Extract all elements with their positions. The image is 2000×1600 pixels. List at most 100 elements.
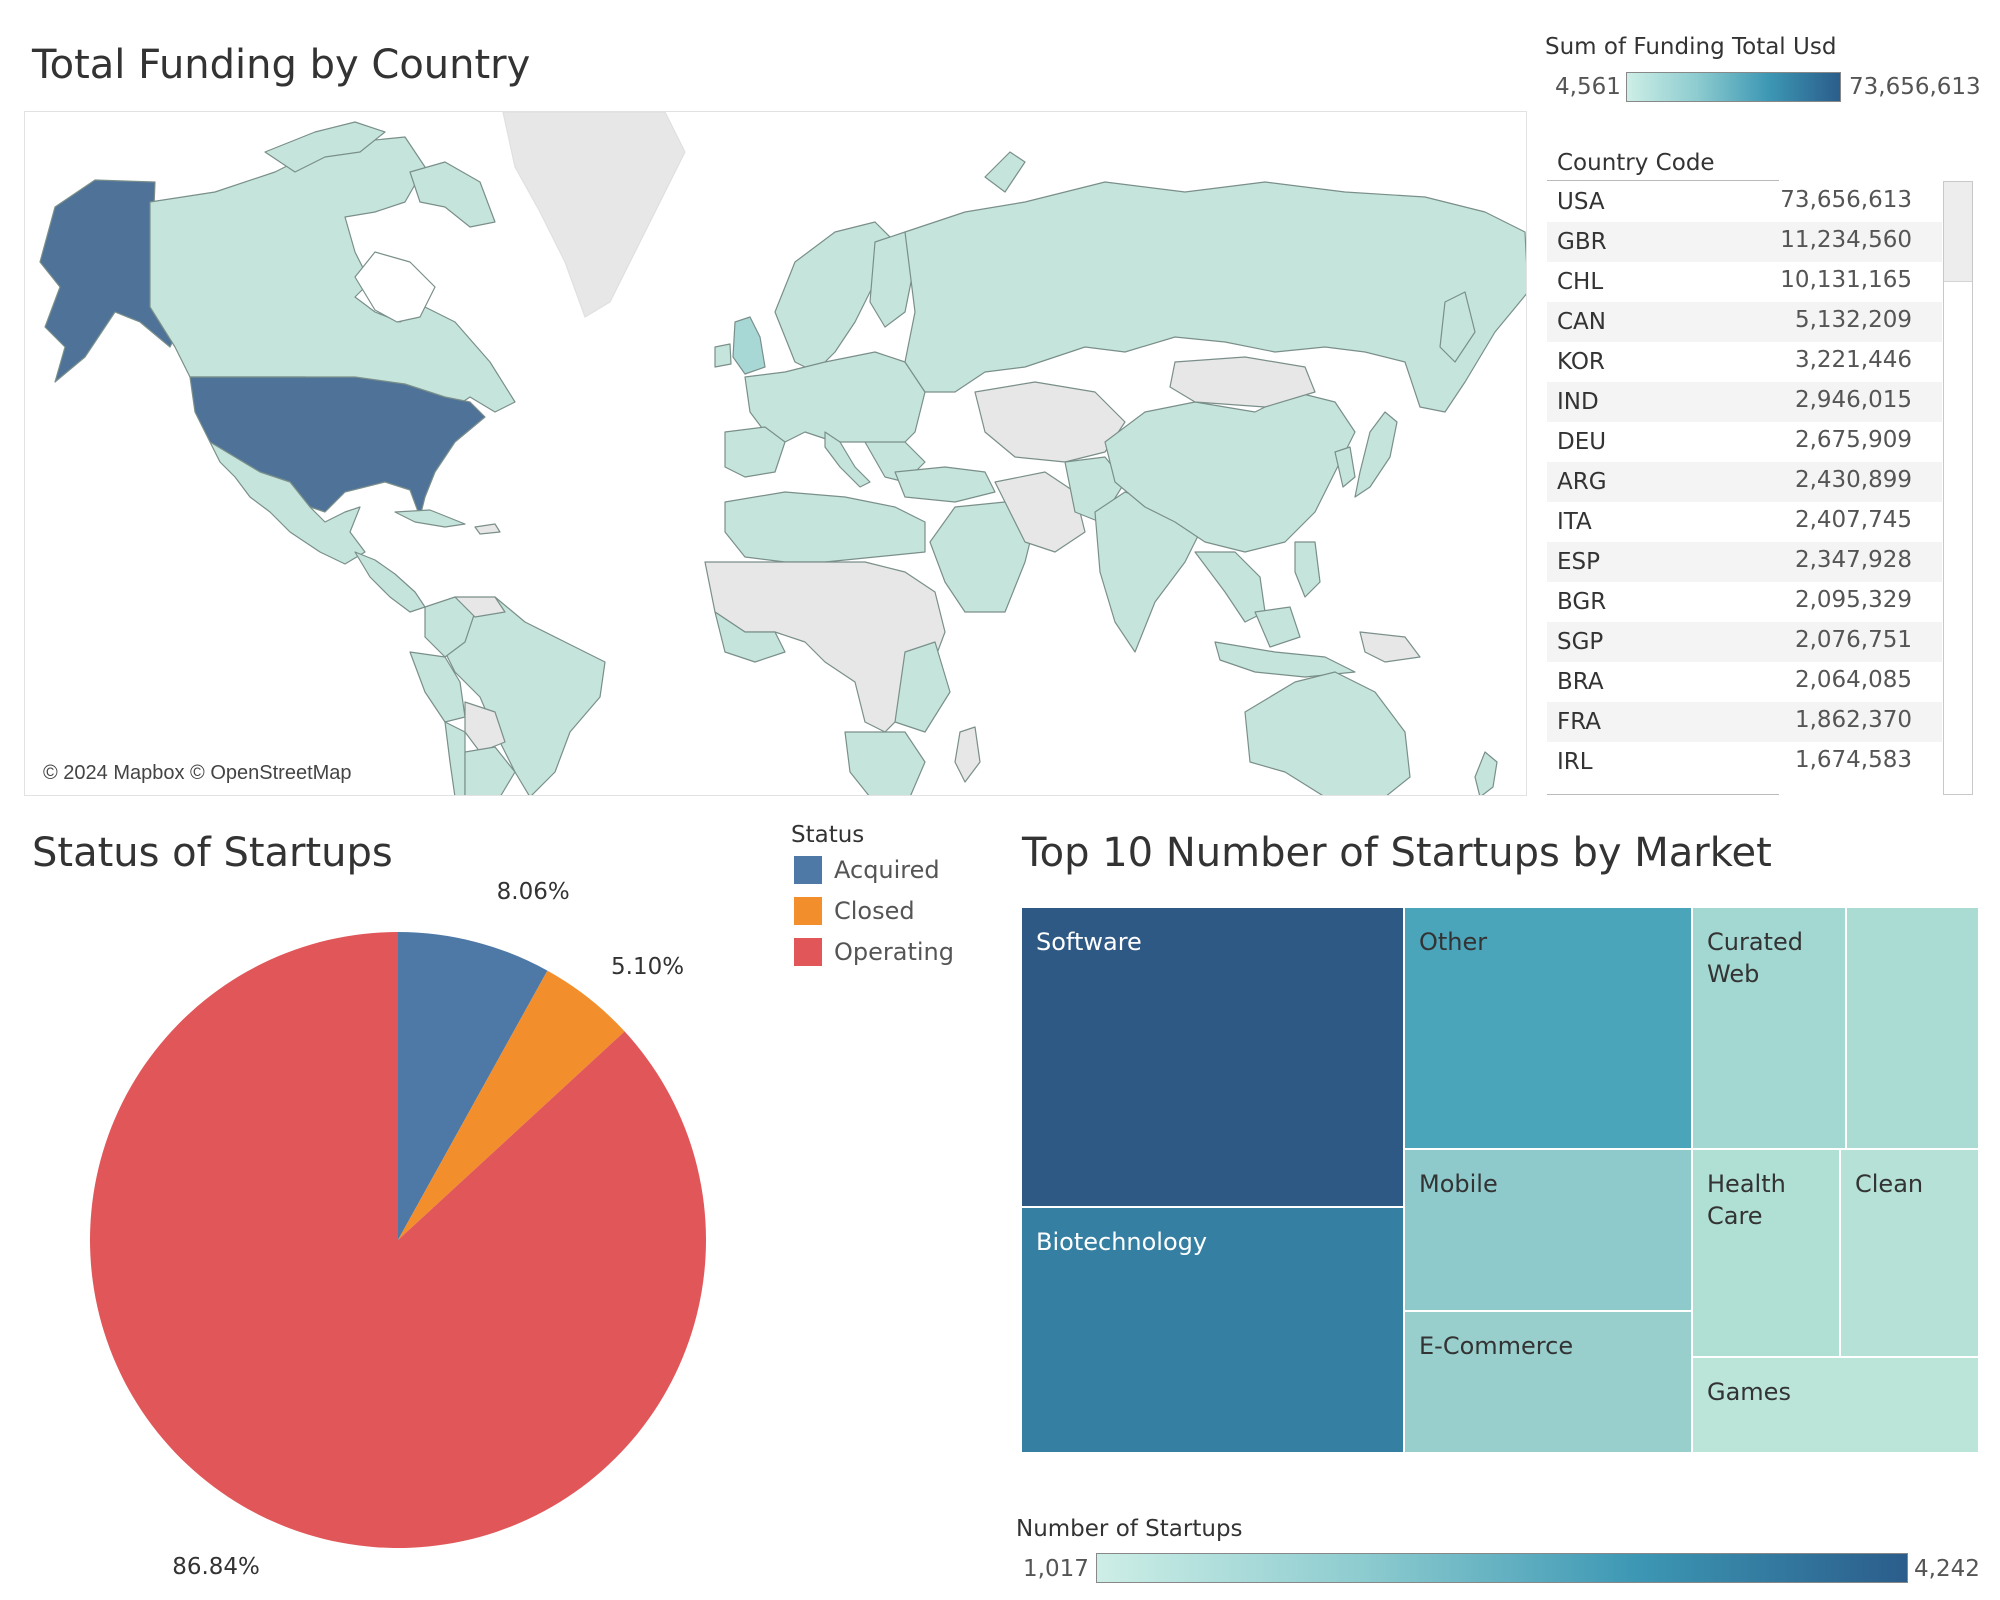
treemap-tile-e-commerce[interactable]: E-Commerce	[1405, 1312, 1693, 1454]
funding-value-cell: 11,234,560	[1780, 227, 1912, 253]
pie-label-closed: 5.10%	[611, 954, 685, 981]
table-row[interactable]: GBR 11,234,560	[1547, 222, 1942, 262]
pie-slice-closed[interactable]	[398, 970, 625, 1240]
country-usa	[189, 376, 486, 518]
funding-value-cell: 1,862,370	[1794, 707, 1912, 733]
table-row[interactable]: KOR 3,221,446	[1547, 342, 1942, 382]
table-row[interactable]: ITA 2,407,745	[1547, 502, 1942, 542]
table-row[interactable]: BRA 2,064,085	[1547, 662, 1942, 702]
country-code-header[interactable]: Country Code	[1557, 150, 1715, 176]
startups-legend-gradient	[1096, 1553, 1908, 1583]
country-iran	[994, 471, 1086, 553]
treemap-title: Top 10 Number of Startups by Market	[1022, 830, 1772, 876]
treemap-tile-label: Health Care	[1707, 1170, 1786, 1230]
treemap-tile-label: Games	[1707, 1378, 1791, 1406]
startups-legend-max: 4,242	[1914, 1556, 1980, 1582]
funding-legend-max: 73,656,613	[1849, 74, 1981, 100]
country-caribbean	[474, 523, 501, 535]
country-central-america	[354, 551, 426, 613]
funding-value-cell: 2,430,899	[1794, 467, 1912, 493]
country-novaya-zemlya	[984, 151, 1026, 193]
market-treemap[interactable]: Software Biotechnology Other Mobile E-Commer…	[1022, 908, 1980, 1454]
country-code-cell: CAN	[1557, 309, 1606, 335]
country-argentina	[464, 746, 516, 795]
table-row[interactable]: DEU 2,675,909	[1547, 422, 1942, 462]
country-code-cell: GBR	[1557, 229, 1607, 255]
startups-legend-title: Number of Startups	[1016, 1516, 1243, 1542]
funding-value-cell: 10,131,165	[1780, 267, 1912, 293]
world-map[interactable]: © 2024 Mapbox © OpenStreetMap	[24, 111, 1527, 796]
country-turkey	[894, 466, 996, 503]
treemap-tile-other[interactable]: Other	[1405, 908, 1693, 1150]
funding-value-cell: 5,132,209	[1794, 307, 1912, 333]
funding-legend-title: Sum of Funding Total Usd	[1545, 34, 1837, 60]
table-row[interactable]: USA 73,656,613	[1547, 182, 1942, 222]
status-legend-swatch	[794, 897, 822, 925]
treemap-tile-curated-web[interactable]: Curated Web	[1693, 908, 1847, 1150]
country-code-cell: USA	[1557, 189, 1605, 215]
map-attribution[interactable]: © 2024 Mapbox © OpenStreetMap	[39, 760, 356, 787]
pie-label-acquired: 8.06%	[496, 878, 570, 905]
treemap-tile-label: Clean	[1855, 1170, 1924, 1198]
funding-value-cell: 2,076,751	[1794, 627, 1912, 653]
treemap-tile-games[interactable]: Games	[1693, 1358, 1980, 1454]
funding-value-cell: 3,221,446	[1794, 347, 1912, 373]
country-brazil	[439, 596, 606, 795]
country-china	[1104, 391, 1356, 553]
funding-value-cell: 73,656,613	[1780, 187, 1912, 213]
table-header-divider	[1547, 180, 1779, 181]
country-code-cell: ITA	[1557, 509, 1592, 535]
country-madagascar	[954, 726, 981, 783]
table-row[interactable]: IRL 1,674,583	[1547, 742, 1942, 782]
country-southeast-asia	[1194, 551, 1266, 623]
country-code-cell: BRA	[1557, 669, 1604, 695]
table-row[interactable]: SGP 2,076,751	[1547, 622, 1942, 662]
country-code-cell: DEU	[1557, 429, 1607, 455]
country-greenland	[502, 112, 686, 318]
treemap-tile-biotechnology[interactable]: Biotechnology	[1022, 1208, 1405, 1454]
table-row[interactable]: ESP 2,347,928	[1547, 542, 1942, 582]
treemap-tile-label: Mobile	[1419, 1170, 1498, 1198]
table-scrollbar-thumb[interactable]	[1944, 182, 1972, 282]
country-code-cell: ESP	[1557, 549, 1601, 575]
table-row[interactable]: CHL 10,131,165	[1547, 262, 1942, 302]
country-borneo	[1254, 606, 1301, 648]
map-canvas[interactable]	[25, 112, 1527, 796]
country-italy	[824, 431, 871, 488]
funding-value-cell: 2,675,909	[1794, 427, 1912, 453]
country-mexico	[209, 441, 366, 565]
funding-value-cell: 2,064,085	[1794, 667, 1912, 693]
table-row[interactable]: IND 2,946,015	[1547, 382, 1942, 422]
table-scrollbar[interactable]	[1943, 181, 1973, 795]
treemap-tile-health-care[interactable]: Health Care	[1693, 1150, 1841, 1358]
country-chile	[444, 721, 466, 795]
country-new-zealand	[1474, 751, 1498, 795]
pie-slice-operating[interactable]	[89, 932, 706, 1548]
country-gbr	[732, 316, 766, 375]
status-legend-label: Operating	[834, 938, 954, 966]
country-africa-west	[714, 611, 786, 663]
country-southern-africa	[844, 731, 926, 795]
country-code-cell: BGR	[1557, 589, 1607, 615]
status-title: Status of Startups	[32, 830, 393, 876]
table-bottom-divider	[1547, 794, 1779, 795]
country-code-cell: IND	[1557, 389, 1599, 415]
treemap-tile-software[interactable]: Software	[1022, 908, 1405, 1208]
country-canada-baffin	[409, 161, 496, 228]
table-row[interactable]: BGR 2,095,329	[1547, 582, 1942, 622]
treemap-tile-unlabeled[interactable]	[1847, 908, 1980, 1150]
table-row[interactable]: FRA 1,862,370	[1547, 702, 1942, 742]
table-row[interactable]: ARG 2,430,899	[1547, 462, 1942, 502]
funding-value-cell: 2,407,745	[1794, 507, 1912, 533]
funding-legend-gradient	[1626, 72, 1841, 102]
treemap-tile-mobile[interactable]: Mobile	[1405, 1150, 1693, 1312]
country-canada-islands	[264, 121, 386, 173]
status-pie-chart[interactable]	[0, 890, 760, 1590]
country-africa-east	[894, 641, 951, 733]
country-code-cell: IRL	[1557, 749, 1593, 775]
table-row[interactable]: CAN 5,132,209	[1547, 302, 1942, 342]
pie-slice-acquired[interactable]	[398, 932, 548, 1240]
country-code-cell: CHL	[1557, 269, 1604, 295]
treemap-tile-clean[interactable]: Clean	[1841, 1150, 1980, 1358]
funding-legend-min: 4,561	[1555, 74, 1621, 100]
